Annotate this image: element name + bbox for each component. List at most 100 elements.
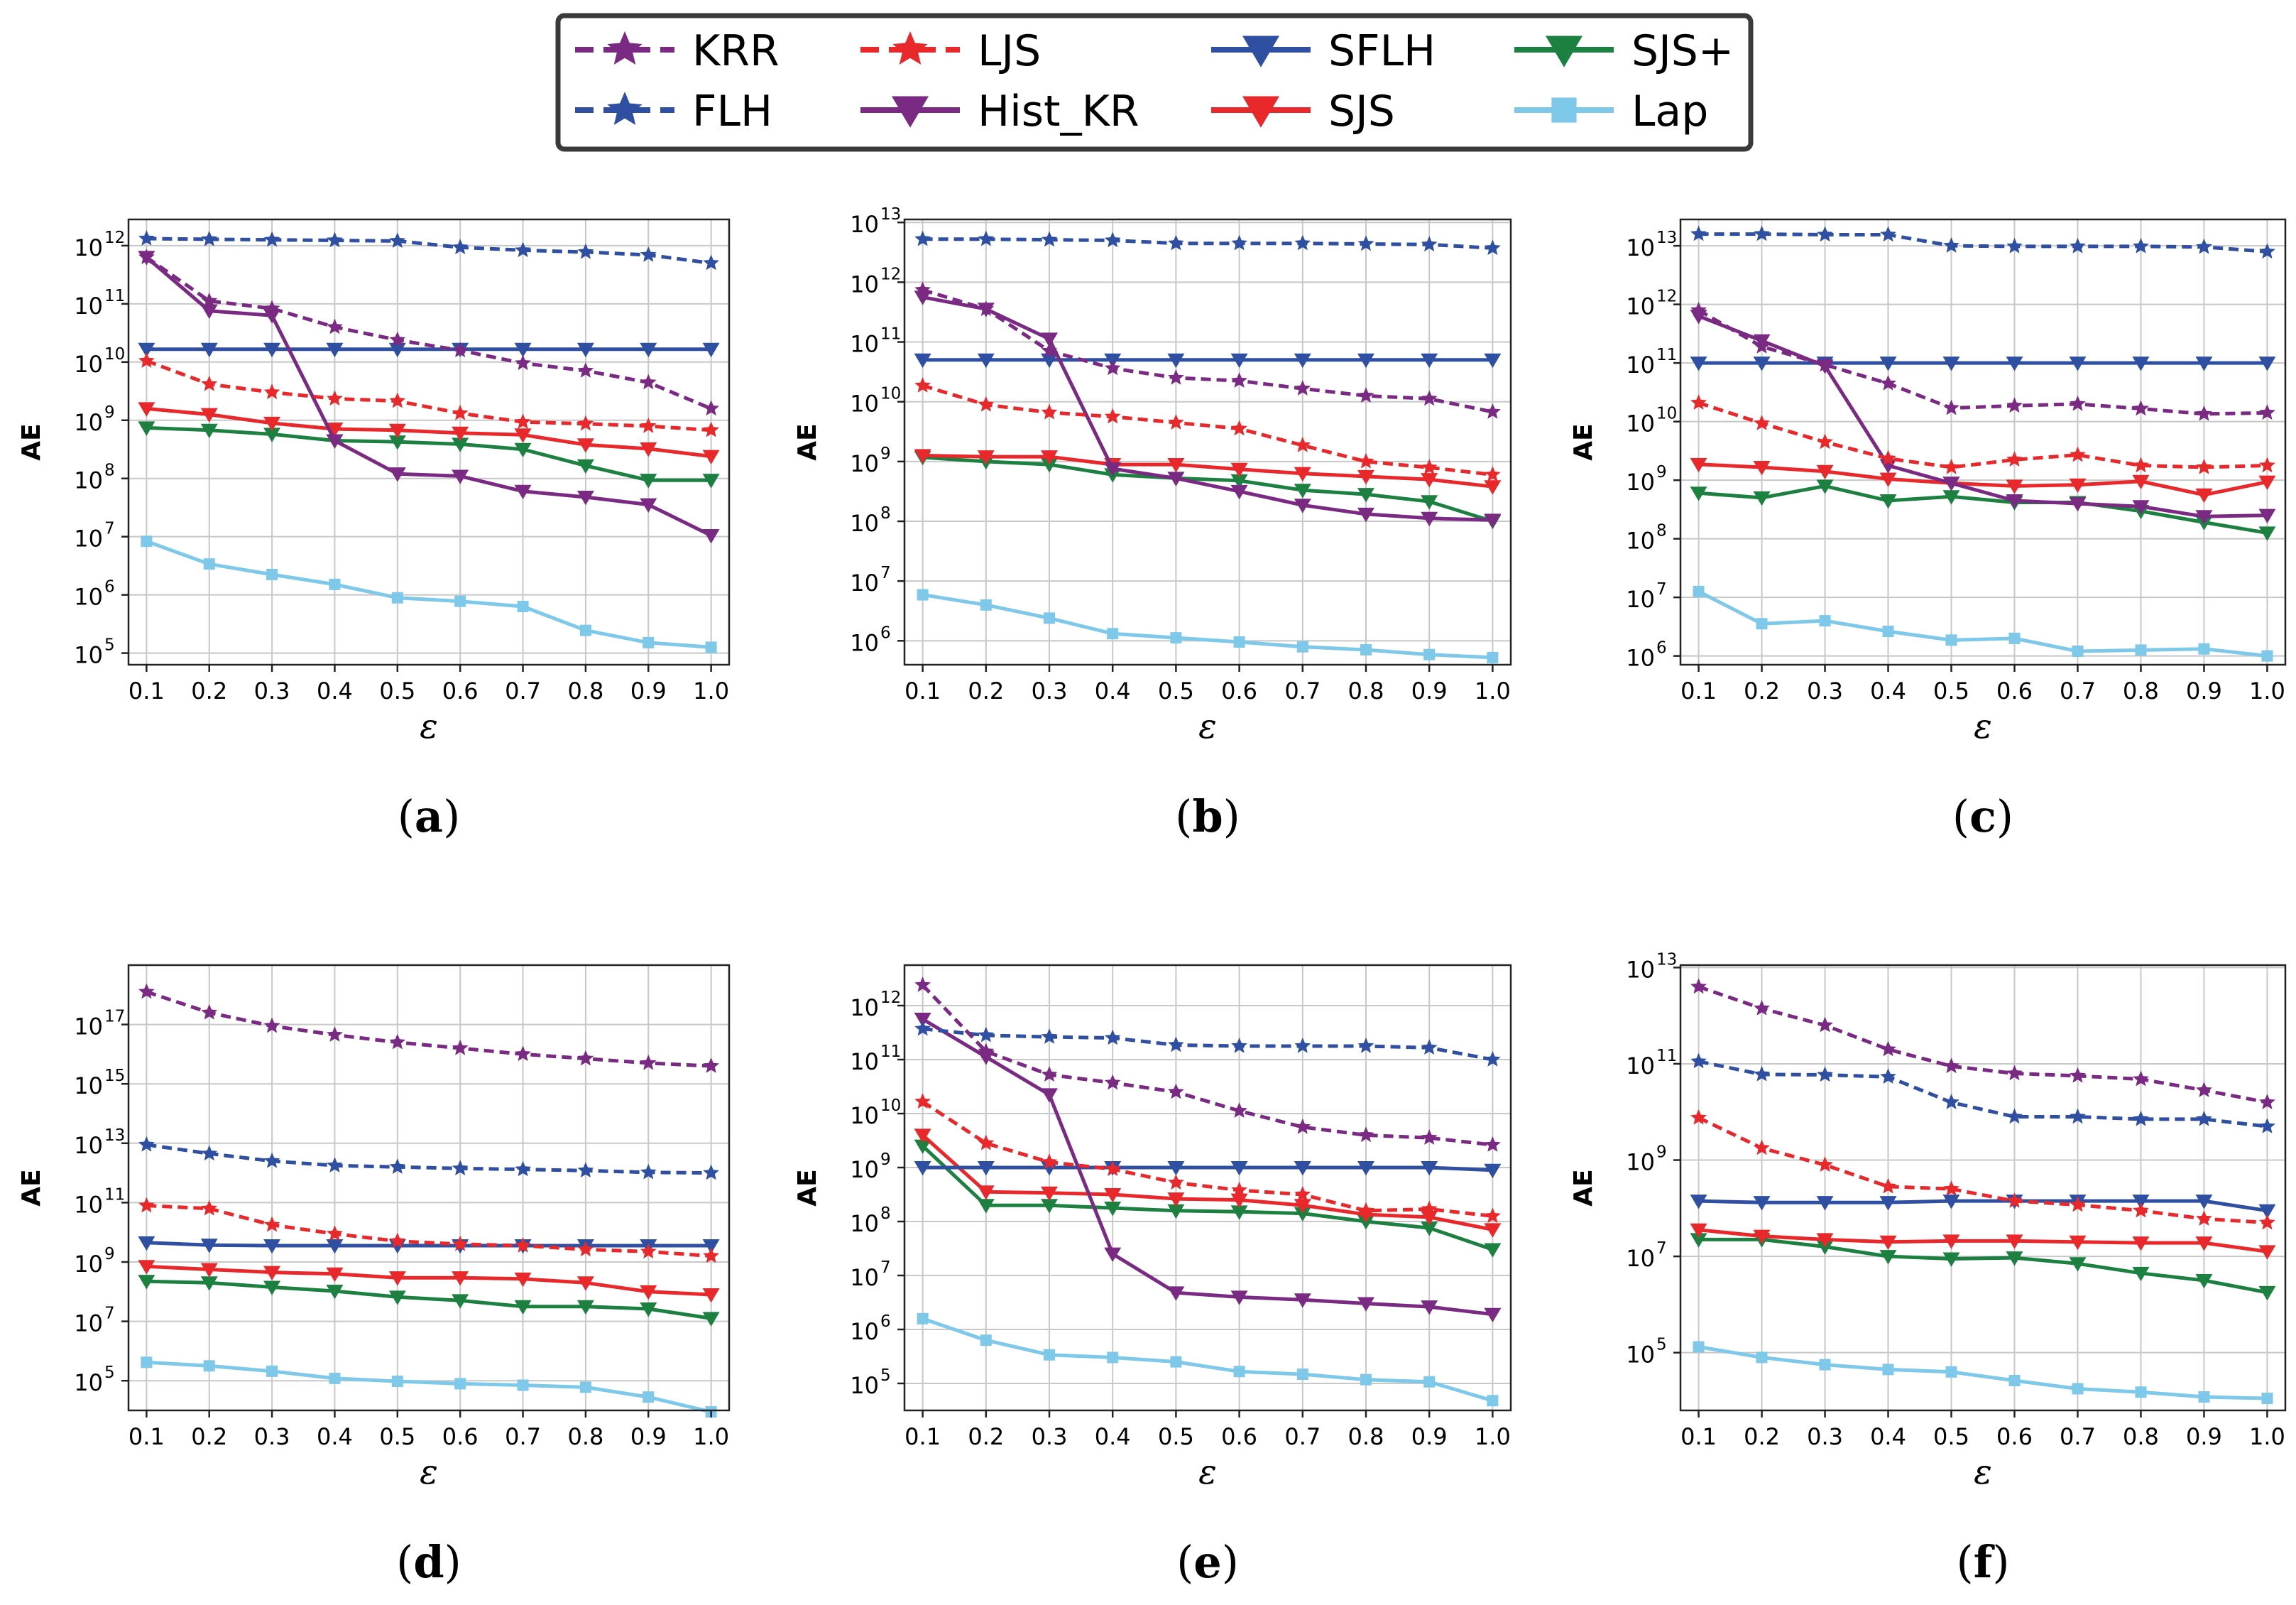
- svg-text:10: 10: [74, 467, 103, 494]
- x-tick-label: 0.7: [2060, 1423, 2096, 1450]
- data-point-HistKR: [2069, 497, 2087, 512]
- data-point-FLH: [1817, 226, 1833, 242]
- data-point-SJSp: [514, 442, 532, 458]
- y-tick-label: 10 9: [850, 1150, 890, 1183]
- legend-entry-KRR: KRR: [575, 26, 780, 76]
- data-point-FLH: [1943, 1094, 1959, 1109]
- x-tick-label: 0.8: [567, 678, 603, 704]
- data-point-Lap: [141, 535, 153, 548]
- data-point-FLH: [201, 230, 218, 246]
- data-point-SJSp: [640, 474, 657, 489]
- data-point-FLH: [138, 230, 155, 246]
- data-point-SJS: [1484, 1223, 1502, 1238]
- data-point-FLH: [1485, 239, 1501, 256]
- data-point-FLH: [263, 1152, 280, 1168]
- series-SFLH: [914, 1161, 1502, 1179]
- svg-text:8: 8: [1656, 522, 1667, 540]
- data-point-SFLH: [2258, 357, 2276, 371]
- svg-text:10: 10: [850, 271, 879, 298]
- data-point-LJS: [1104, 1160, 1121, 1176]
- x-tick-label: 0.3: [254, 678, 290, 704]
- svg-text:10: 10: [74, 409, 103, 436]
- data-point-Lap: [2198, 1391, 2210, 1403]
- data-point-SJSp: [1879, 494, 1897, 509]
- data-point-SJSp: [2006, 1251, 2023, 1266]
- data-point-SFLH: [640, 342, 657, 358]
- svg-text:10: 10: [880, 385, 901, 403]
- x-tick-label: 0.9: [1411, 1423, 1448, 1450]
- series-line-FLH: [1698, 1060, 2268, 1128]
- series-line-SFLH: [146, 1241, 711, 1248]
- data-point-SJSp: [1484, 1243, 1502, 1258]
- data-point-FLH: [389, 1158, 406, 1174]
- data-point-SJSp: [2132, 1266, 2150, 1282]
- data-point-LJS: [1357, 452, 1374, 469]
- series-line-SJS: [921, 1133, 1493, 1231]
- data-point-SFLH: [2195, 357, 2213, 371]
- data-point-SJSp: [1041, 1199, 1059, 1214]
- data-point-HistKR: [2195, 510, 2213, 525]
- data-point-FLH: [2259, 1118, 2275, 1133]
- data-point-SJSp: [576, 1300, 594, 1315]
- svg-text:10: 10: [1626, 586, 1655, 613]
- data-point-SFLH: [977, 1161, 995, 1176]
- svg-text:10: 10: [1626, 1245, 1655, 1272]
- data-point-SJS: [1942, 1234, 1960, 1249]
- data-point-SJS: [576, 438, 594, 453]
- svg-text:9: 9: [880, 1150, 891, 1169]
- data-point-SFLH: [1690, 1195, 1707, 1209]
- series-line-LJS: [146, 359, 711, 432]
- series-Lap: [1693, 585, 2273, 662]
- data-point-LJS: [2196, 1210, 2212, 1226]
- data-point-FLH: [1817, 1066, 1833, 1082]
- y-tick-label: 10 8: [74, 462, 114, 494]
- data-point-SJSp: [514, 1300, 532, 1315]
- svg-text:10: 10: [1626, 645, 1655, 672]
- data-point-KRR: [138, 983, 155, 999]
- data-point-SJSp: [914, 1139, 931, 1154]
- data-point-KRR: [1294, 1119, 1311, 1134]
- x-tick-label: 0.7: [2060, 678, 2096, 704]
- data-point-Lap: [1945, 1366, 1957, 1378]
- svg-text:10: 10: [850, 1048, 879, 1075]
- data-point-LJS: [327, 390, 343, 406]
- data-point-KRR: [703, 400, 719, 416]
- x-axis-label: ε: [1198, 1452, 1217, 1492]
- data-point-Lap: [1487, 1395, 1499, 1407]
- svg-text:6: 6: [880, 624, 891, 642]
- series-line-LJS: [146, 1204, 711, 1258]
- x-tick-label: 0.8: [2123, 678, 2159, 704]
- data-point-FLH: [978, 1026, 995, 1043]
- svg-text:10: 10: [1626, 410, 1655, 437]
- y-tick-label: 10 10: [850, 1097, 901, 1129]
- data-point-FLH: [1104, 232, 1121, 248]
- data-point-SJS: [977, 450, 995, 465]
- svg-text:10: 10: [104, 345, 125, 364]
- x-tick-label: 0.5: [1158, 1423, 1194, 1450]
- series-SJS: [914, 1128, 1502, 1238]
- x-tick-label: 0.6: [442, 1423, 479, 1450]
- data-point-FLH: [2133, 237, 2149, 254]
- data-point-HistKR: [1230, 1290, 1248, 1305]
- data-point-FLH: [1357, 1038, 1374, 1053]
- data-point-LJS: [1104, 408, 1121, 424]
- data-point-SJS: [1879, 1235, 1897, 1251]
- svg-text:10: 10: [850, 391, 879, 418]
- data-point-SFLH: [2132, 1195, 2150, 1209]
- data-point-KRR: [2133, 400, 2149, 416]
- data-point-LJS: [201, 1199, 218, 1216]
- svg-text:10: 10: [1626, 293, 1655, 320]
- data-point-SFLH: [2069, 357, 2087, 371]
- y-tick-label: 10 11: [1626, 346, 1677, 379]
- x-tick-label: 0.3: [1032, 678, 1068, 704]
- series-line-FLH: [922, 1027, 1493, 1062]
- svg-text:9: 9: [104, 1245, 115, 1263]
- data-point-LJS: [1294, 1186, 1311, 1202]
- data-point-KRR: [1421, 390, 1438, 406]
- data-point-FLH: [2006, 1108, 2023, 1124]
- svg-text:10: 10: [1626, 528, 1655, 555]
- series-Lap: [141, 535, 717, 653]
- svg-text:10: 10: [1626, 1342, 1655, 1369]
